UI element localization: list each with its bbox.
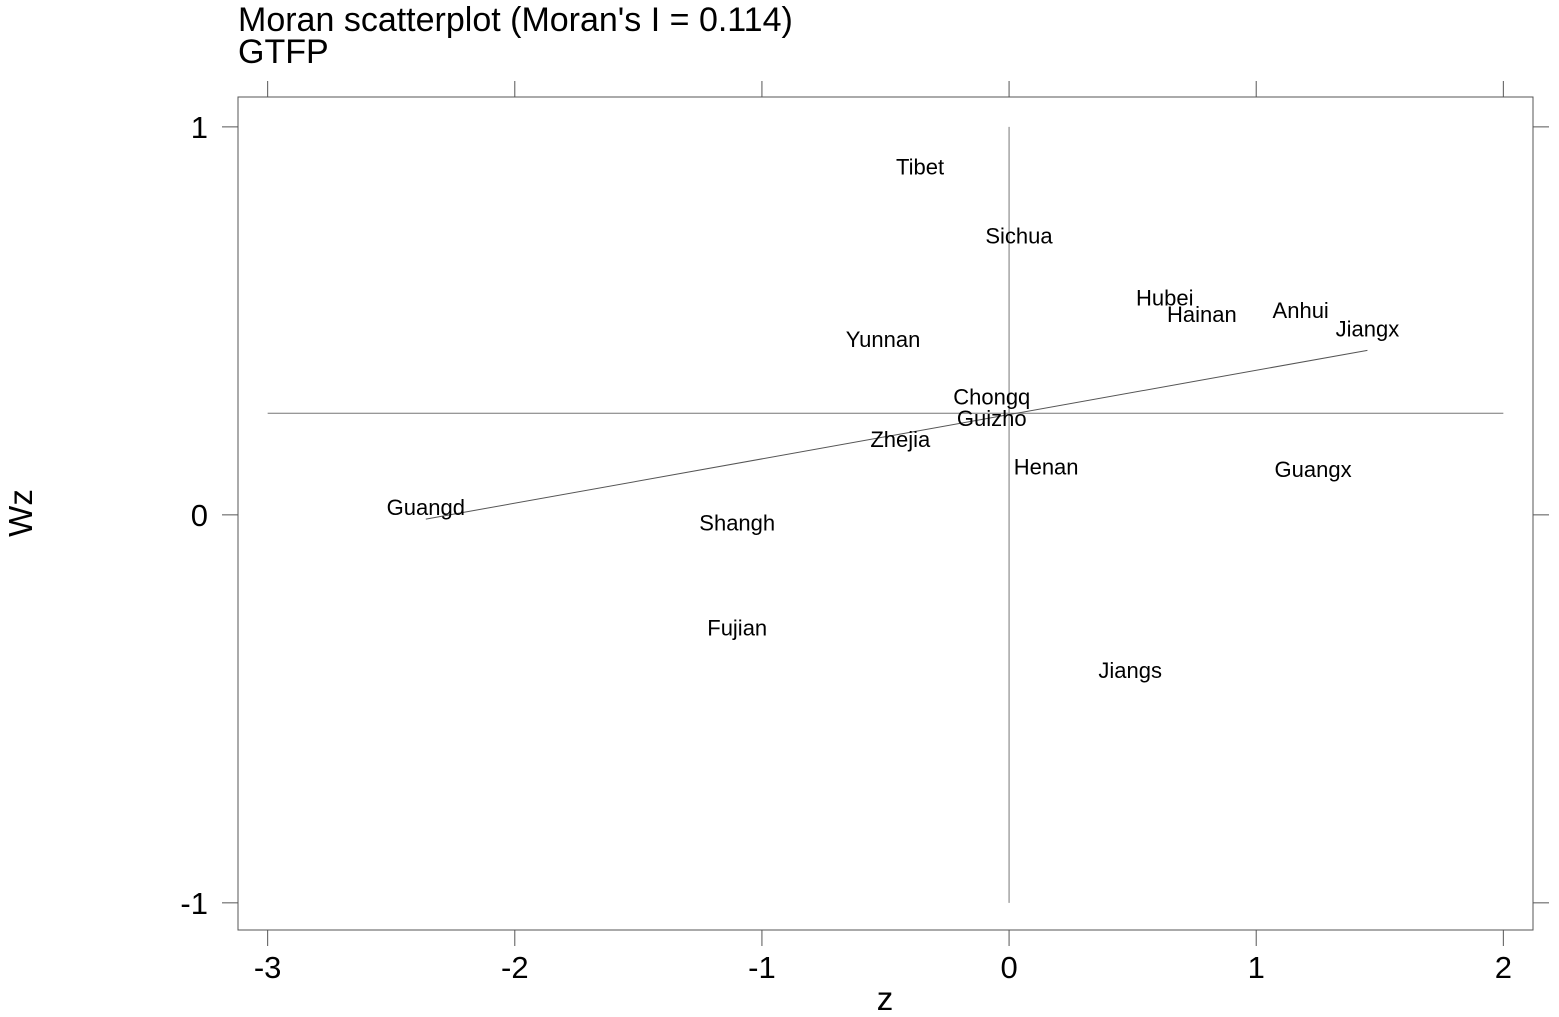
point-label-chongq: Chongq [953, 385, 1030, 410]
x-tick-label: 0 [1000, 950, 1017, 985]
x-axis-title: z [877, 980, 894, 1017]
x-tick-label: 2 [1495, 950, 1512, 985]
point-label-sichua: Sichua [985, 224, 1053, 249]
x-axis: -3 -2 -1 0 1 2 [254, 81, 1512, 985]
y-tick-label: 1 [191, 110, 208, 145]
x-tick-label: -1 [748, 950, 776, 985]
point-label-jiangs: Jiangs [1098, 658, 1162, 683]
y-axis: -1 0 1 [180, 110, 1549, 921]
x-tick-label: -2 [501, 950, 529, 985]
regression-line [425, 349, 1368, 520]
point-label-guangx: Guangx [1275, 457, 1352, 482]
y-axis-title: Wz [2, 489, 39, 537]
point-label-anhui: Anhui [1273, 298, 1329, 323]
point-label-guangd: Guangd [387, 495, 465, 520]
y-tick-label: -1 [180, 886, 208, 921]
point-label-zhejia: Zhejia [870, 427, 931, 452]
y-tick-label: 0 [191, 498, 208, 533]
reference-lines [267, 126, 1504, 903]
chart-title: Moran scatterplot (Moran's I = 0.114) [238, 1, 793, 39]
regression-line-group [425, 349, 1368, 520]
point-label-hubei: Hubei [1136, 286, 1193, 311]
plot-frame [237, 96, 1534, 931]
point-label-fujian: Fujian [707, 615, 767, 640]
x-tick-label: 1 [1248, 950, 1265, 985]
point-label-hainan: Hainan [1167, 302, 1237, 327]
point-label-yunnan: Yunnan [846, 327, 921, 352]
chart-subtitle: GTFP [238, 33, 329, 71]
point-label-jiangx: Jiangx [1336, 317, 1400, 342]
point-label-guizho: Guizho [957, 406, 1027, 431]
point-label-tibet: Tibet [896, 154, 944, 179]
point-label-henan: Henan [1014, 454, 1079, 479]
x-tick-label: -3 [254, 950, 282, 985]
point-label-shangh: Shangh [699, 511, 775, 536]
